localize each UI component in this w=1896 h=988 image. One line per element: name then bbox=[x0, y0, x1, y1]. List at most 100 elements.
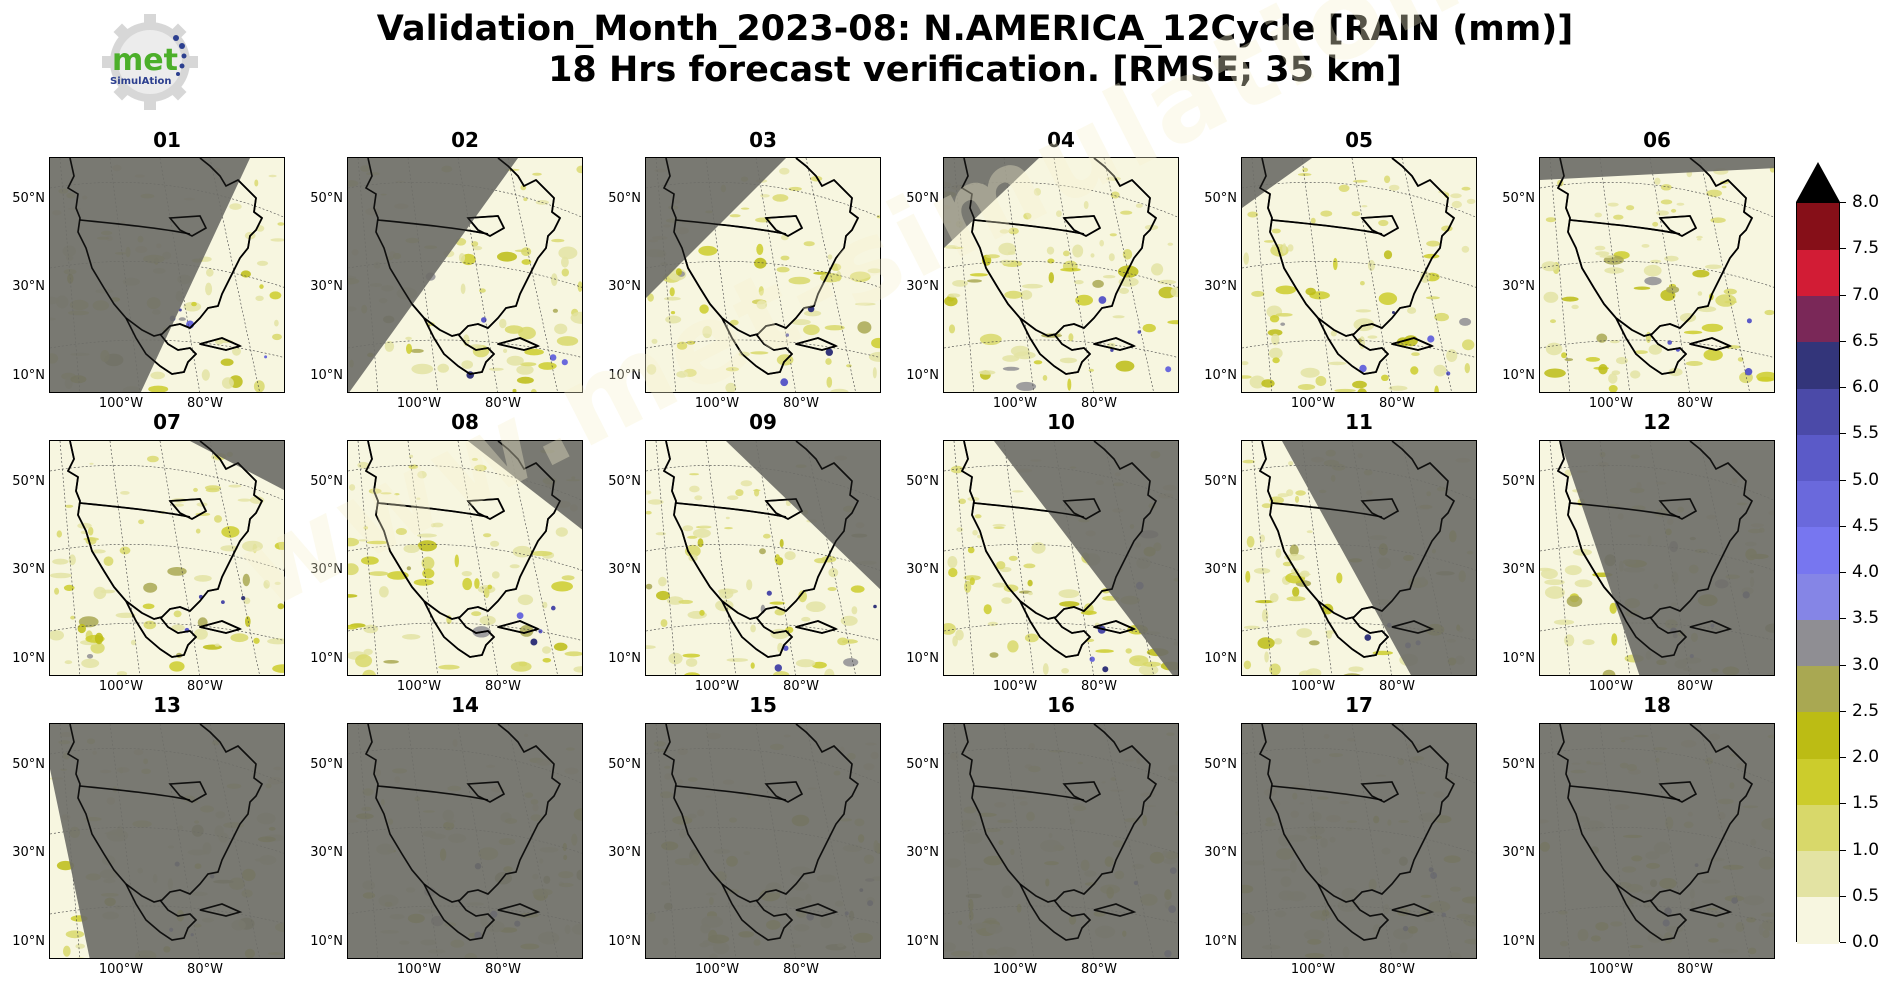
rain-cell bbox=[740, 480, 753, 487]
parallel-line bbox=[944, 339, 1178, 358]
lon-tick-label: 80°W bbox=[783, 396, 819, 411]
rain-cell bbox=[827, 587, 837, 591]
rain-cell bbox=[1058, 589, 1080, 598]
rain-cell bbox=[430, 523, 436, 528]
rain-cell bbox=[148, 385, 169, 392]
coastline-overlay bbox=[79, 502, 191, 518]
coastline-overlay bbox=[662, 441, 860, 620]
rain-cell bbox=[944, 245, 959, 249]
lon-tick-label: 80°W bbox=[783, 679, 819, 694]
rain-cell bbox=[1275, 548, 1282, 558]
panel-title-06: 06 bbox=[1643, 128, 1671, 152]
lat-tick-label: 30°N bbox=[1502, 279, 1535, 294]
coastline-overlay bbox=[1689, 903, 1733, 917]
colorbar-segment bbox=[1797, 203, 1839, 250]
rain-cell bbox=[772, 671, 790, 675]
rain-cell bbox=[824, 325, 845, 331]
rain-cell bbox=[530, 550, 553, 557]
panel-title-13: 13 bbox=[153, 693, 181, 717]
rain-cell bbox=[726, 658, 749, 662]
map-panel-01 bbox=[49, 157, 285, 393]
rain-cell bbox=[1060, 267, 1081, 272]
colorbar-tick bbox=[1840, 433, 1846, 435]
night-shading bbox=[1540, 158, 1774, 180]
rain-cell bbox=[272, 333, 282, 341]
rain-core bbox=[1110, 348, 1114, 352]
coastline-overlay bbox=[168, 215, 208, 237]
rain-cell bbox=[169, 661, 185, 672]
rain-cell bbox=[363, 624, 379, 634]
rain-cell bbox=[868, 351, 880, 362]
rain-cell bbox=[520, 362, 537, 367]
rain-cell bbox=[1648, 344, 1662, 355]
rain-cell bbox=[1357, 388, 1367, 392]
panel-title-17: 17 bbox=[1345, 693, 1373, 717]
lat-tick-label: 50°N bbox=[1204, 757, 1237, 772]
rain-cell bbox=[1315, 375, 1327, 387]
lat-tick-label: 50°N bbox=[1502, 757, 1535, 772]
map-panel-14 bbox=[347, 723, 583, 959]
rain-cell bbox=[205, 487, 220, 493]
night-shading bbox=[994, 441, 1178, 675]
rain-cell bbox=[993, 526, 1005, 529]
rain-cell bbox=[243, 597, 251, 605]
parallel-line bbox=[646, 622, 880, 641]
rain-core bbox=[1364, 634, 1372, 641]
rain-cell bbox=[1264, 651, 1269, 663]
colorbar-tick-label: 1.5 bbox=[1852, 793, 1880, 814]
rain-cell bbox=[772, 194, 789, 202]
colorbar-tick-label: 6.5 bbox=[1852, 330, 1880, 351]
coastline-overlay bbox=[1391, 620, 1435, 634]
lat-tick-label: 30°N bbox=[608, 845, 641, 860]
rain-cell bbox=[205, 282, 213, 296]
colorbar-segment bbox=[1797, 896, 1839, 944]
rain-cell bbox=[872, 367, 877, 379]
rain-cell bbox=[647, 293, 654, 302]
rain-cell bbox=[517, 594, 534, 606]
chart-title-line1: Validation_Month_2023-08: N.AMERICA_12Cy… bbox=[376, 9, 1574, 49]
rain-cell bbox=[1257, 637, 1275, 649]
rain-cell bbox=[746, 579, 753, 591]
rain-core bbox=[873, 604, 877, 609]
rain-cell bbox=[474, 464, 487, 472]
coastline-overlay bbox=[1271, 785, 1383, 801]
coastline-overlay bbox=[1360, 781, 1400, 803]
rain-cell bbox=[1000, 259, 1012, 265]
map-panel-06 bbox=[1539, 157, 1775, 393]
rain-cell bbox=[255, 295, 264, 301]
rain-cell bbox=[75, 943, 85, 949]
rain-cell bbox=[506, 355, 524, 366]
rain-cell bbox=[1425, 296, 1440, 300]
colorbar-tick-label: 7.5 bbox=[1852, 238, 1880, 259]
rain-cell bbox=[394, 493, 400, 496]
rain-core bbox=[516, 612, 524, 619]
rain-cell bbox=[504, 325, 524, 334]
rain-cell bbox=[221, 526, 240, 538]
rain-cell bbox=[491, 571, 500, 579]
rain-cell bbox=[967, 279, 982, 283]
rain-cell bbox=[1683, 330, 1703, 335]
rain-cell bbox=[1261, 609, 1269, 622]
coastline-overlay bbox=[721, 317, 794, 375]
rain-cell bbox=[803, 241, 815, 247]
rain-core bbox=[221, 600, 225, 604]
colorbar-segment bbox=[1797, 758, 1839, 805]
rain-cell bbox=[1242, 361, 1249, 366]
rain-cell bbox=[1361, 205, 1368, 208]
coastline-overlay bbox=[1093, 620, 1137, 634]
rain-cell bbox=[725, 367, 739, 372]
colorbar-tick-label: 0.5 bbox=[1852, 885, 1880, 906]
lon-tick-label: 80°W bbox=[1379, 679, 1415, 694]
rain-cell bbox=[503, 348, 508, 353]
rain-cell bbox=[851, 606, 858, 615]
rain-core bbox=[1427, 335, 1435, 343]
lat-tick-label: 30°N bbox=[906, 845, 939, 860]
rain-cell bbox=[1286, 596, 1306, 602]
rain-cell bbox=[1338, 184, 1350, 192]
lon-tick-label: 80°W bbox=[187, 962, 223, 977]
rain-cell bbox=[972, 529, 978, 536]
rain-cell bbox=[1596, 333, 1608, 343]
rain-core bbox=[1392, 311, 1395, 314]
lat-tick-label: 50°N bbox=[1502, 191, 1535, 206]
rain-cell bbox=[76, 957, 85, 958]
